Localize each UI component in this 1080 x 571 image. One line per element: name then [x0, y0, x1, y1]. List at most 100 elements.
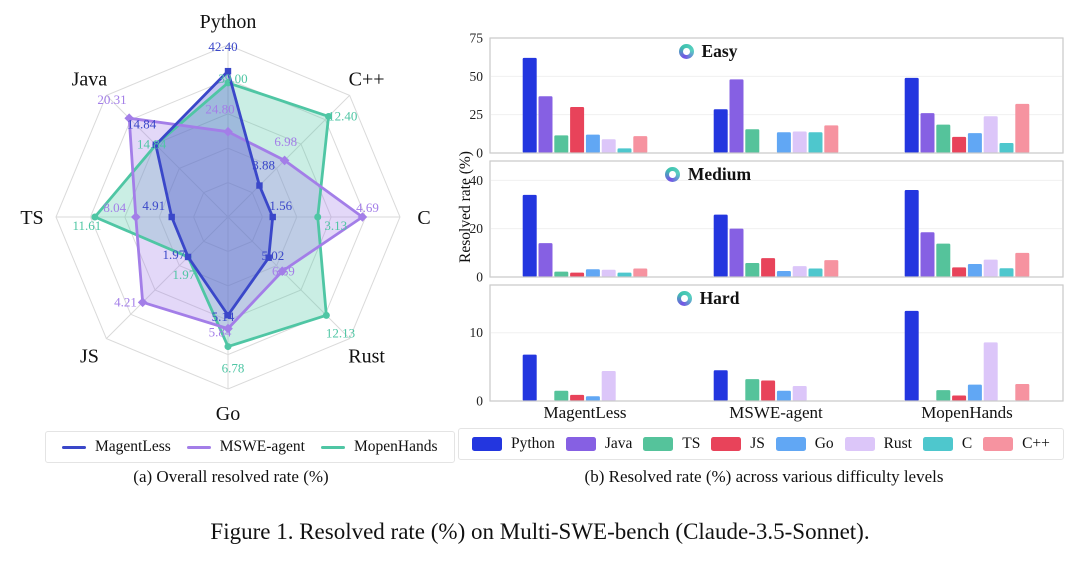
legend-line-swatch	[186, 445, 211, 449]
bar-Rust	[983, 116, 998, 153]
legend-color-swatch	[844, 437, 875, 451]
legend-color-swatch	[643, 437, 674, 451]
radar-axis-line	[227, 216, 350, 339]
radar-value-label: 12.40	[328, 108, 357, 123]
radar-value-label: 39.00	[218, 71, 247, 86]
radar-value-label: 1.56	[269, 198, 292, 213]
bar-JS	[570, 272, 585, 277]
legend-item-C++: C++	[983, 435, 1050, 453]
radar-marker	[224, 343, 232, 351]
legend-item-JS: JS	[711, 435, 765, 453]
radar-value-label: 5.02	[262, 248, 285, 263]
legend-item-MagentLess: MagentLess	[62, 438, 171, 456]
radar-marker	[256, 182, 263, 189]
radar-axis-label: C++	[349, 68, 385, 90]
radar-axis-label: JS	[80, 346, 99, 368]
bar-Rust	[792, 266, 807, 277]
bar-Python	[522, 354, 537, 401]
radar-chart: Python C++ C Rust Go JS TS Java 42.40 3.88 1.56 5.0…	[20, 11, 430, 425]
radar-marker	[325, 112, 333, 120]
bar-C	[808, 268, 823, 277]
radar-value-label: 20.31	[97, 92, 126, 107]
bar-Go	[585, 396, 600, 401]
bar-TS	[745, 262, 760, 277]
radar-value-label: 1.97	[162, 247, 185, 262]
bar-Python	[522, 57, 537, 153]
radar-marker	[223, 126, 233, 137]
radar-marker	[224, 312, 232, 319]
y-tick-label: 20	[470, 221, 484, 236]
bar-Python	[713, 214, 728, 277]
legend-item-C: C	[922, 435, 973, 453]
bar-JS	[952, 267, 967, 277]
y-tick-label: 75	[470, 30, 484, 45]
y-axis-label: Resolved rate (%)	[457, 151, 474, 263]
legend-label: MagentLess	[95, 438, 171, 455]
bar-Python	[904, 310, 919, 401]
radar-axis-label: C	[417, 207, 430, 229]
bar-C	[999, 143, 1014, 153]
bar-charts: 0 25 50 75 0 20 40 0 10 MagentLess MSWE-agent Mopen…	[470, 30, 1064, 422]
bar-Go	[585, 269, 600, 277]
bar-Java	[729, 79, 744, 153]
panel-title-medium-label: Medium	[687, 164, 752, 184]
bar-Go	[967, 384, 982, 401]
legend-label: Java	[604, 435, 633, 452]
bar-Go	[967, 133, 982, 153]
y-tick-label: 25	[470, 107, 484, 122]
legend-color-swatch	[775, 437, 806, 451]
bar-JS	[952, 395, 967, 401]
legend-color-swatch	[565, 437, 596, 451]
panel-title-hard-label: Hard	[699, 288, 740, 308]
radar-axis-label: Java	[72, 68, 108, 90]
radar-value-label: 5.14	[212, 309, 235, 324]
legend-color-swatch	[472, 437, 502, 451]
radar-value-label: 5.84	[209, 325, 232, 340]
radar-marker	[224, 67, 232, 75]
radar-axis-line	[106, 95, 229, 218]
bar-C++	[1015, 252, 1030, 277]
legend-item-TS: TS	[643, 435, 700, 453]
bar-TS	[936, 124, 951, 153]
bar-Go	[776, 132, 791, 153]
bar-Python	[904, 77, 919, 153]
y-tick-label: 0	[476, 269, 483, 284]
legend-label: TS	[682, 435, 701, 452]
bar-Rust	[601, 370, 616, 401]
bar-Rust	[601, 139, 616, 153]
legend-line-swatch	[321, 445, 345, 449]
bar-TS	[745, 379, 760, 401]
bar-TS	[745, 129, 760, 153]
panel-border	[489, 284, 1064, 402]
radar-axis-label: TS	[20, 207, 43, 229]
x-category-label: MagentLess	[543, 403, 626, 422]
legend-label: MSWE-agent	[219, 438, 305, 455]
y-tick-label: 50	[470, 69, 484, 84]
radar-value-label: 24.80	[205, 102, 234, 117]
y-tick-label: 0	[476, 145, 483, 160]
radar-marker	[223, 323, 233, 334]
bar-C++	[1015, 103, 1030, 153]
radar-marker	[152, 141, 160, 149]
radar-value-label: 11.61	[72, 218, 101, 233]
radar-value-label: 8.04	[103, 200, 126, 215]
legend-label: C++	[1022, 435, 1050, 452]
bar-C	[999, 268, 1014, 277]
bar-TS	[554, 390, 569, 401]
legend-label: MopenHands	[354, 438, 438, 455]
panel-title-easy: Easy	[490, 41, 926, 62]
x-category-label: MopenHands	[921, 403, 1013, 422]
radar-axis-label: Rust	[348, 346, 385, 368]
bar-Java	[538, 96, 553, 153]
bar-Go	[967, 263, 982, 277]
difficulty-logo-icon	[664, 167, 680, 182]
radar-value-label: 12.13	[326, 326, 355, 341]
bar-JS	[570, 394, 585, 401]
legend-label: C	[961, 435, 973, 452]
bar-Python	[904, 190, 919, 277]
bar-JS	[952, 136, 967, 153]
radar-marker	[168, 213, 175, 221]
figure-caption: Figure 1. Resolved rate (%) on Multi-SWE…	[210, 519, 870, 544]
radar-axis-label: Go	[216, 403, 240, 425]
panel-title-easy-label: Easy	[701, 41, 738, 61]
